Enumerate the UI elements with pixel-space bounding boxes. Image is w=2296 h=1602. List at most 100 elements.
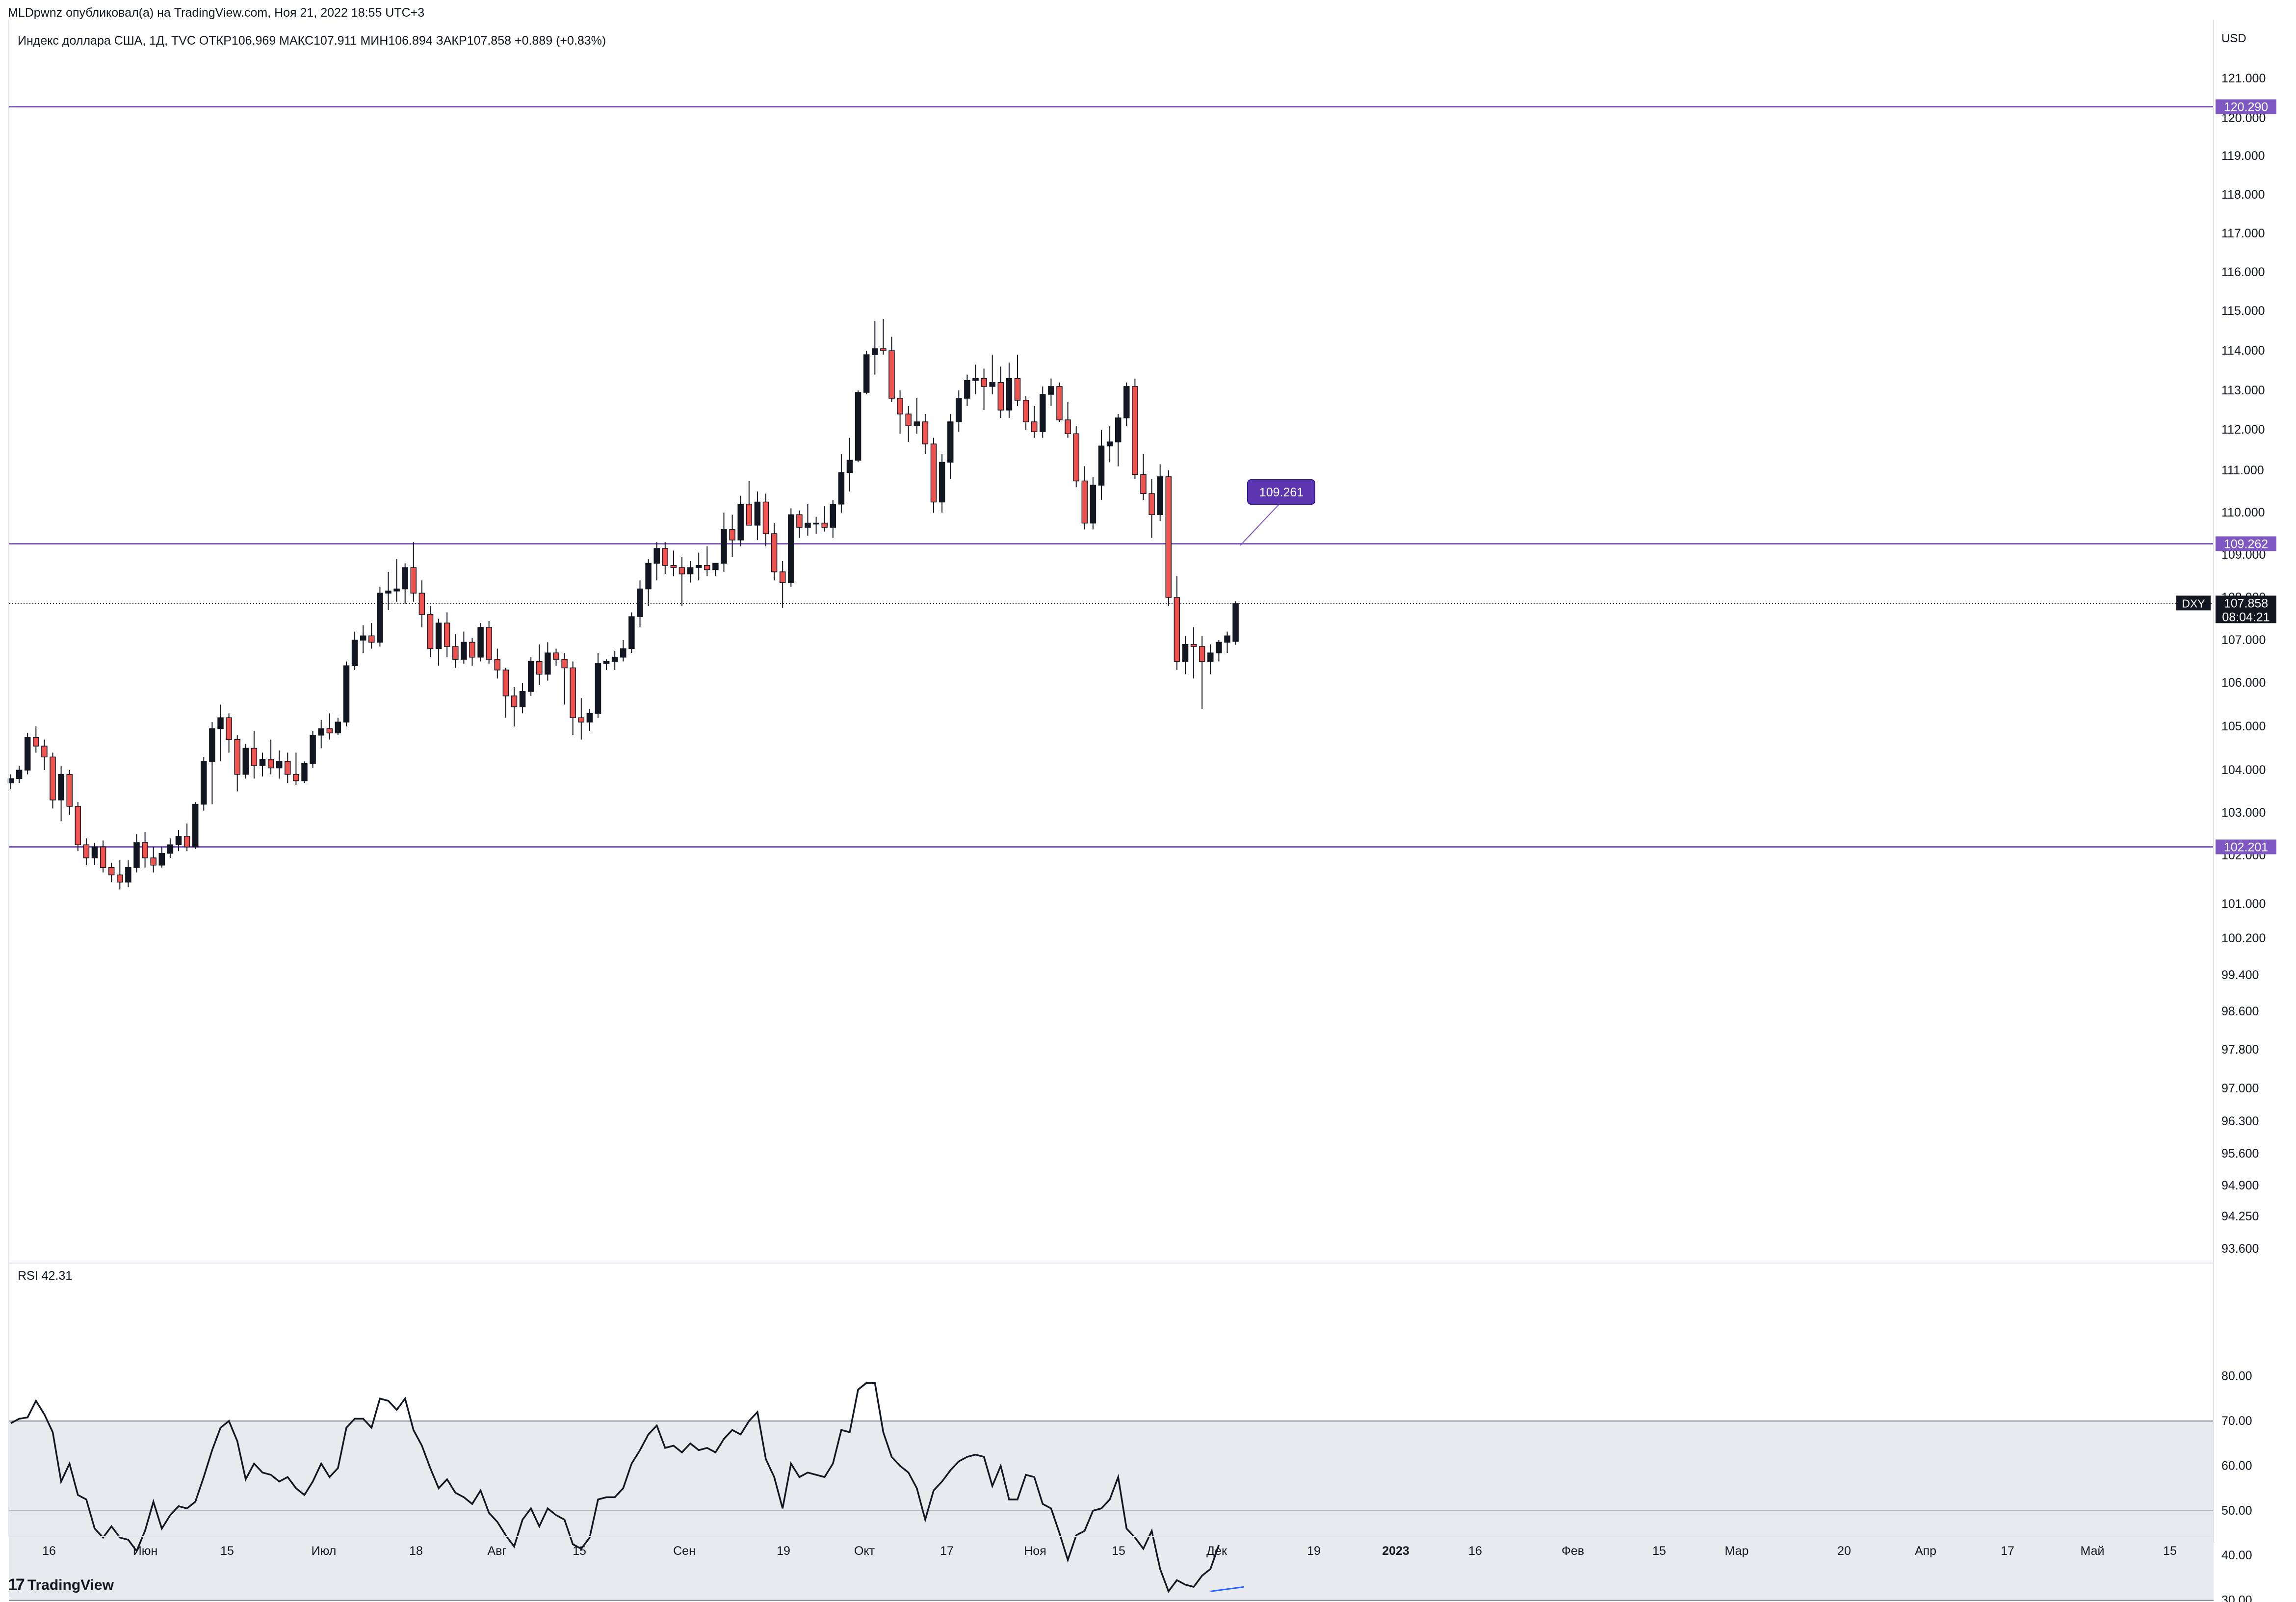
candle-body <box>813 522 819 525</box>
candle-body <box>133 842 140 868</box>
candle-body <box>117 874 123 883</box>
candle-body <box>435 622 442 649</box>
callout-box <box>1247 479 1315 505</box>
price-tick-label: 101.000 <box>2221 897 2266 911</box>
time-tick-label: 2023 <box>1382 1544 1409 1558</box>
candle-body <box>561 659 568 669</box>
rsi-tick-label: 40.00 <box>2221 1549 2252 1562</box>
candle-body <box>653 548 660 564</box>
price-tick-label: 93.600 <box>2221 1242 2259 1256</box>
price-tick-label: 104.000 <box>2221 763 2266 777</box>
price-tick-label: 115.000 <box>2221 304 2265 318</box>
time-tick-label: 16 <box>1468 1544 1482 1558</box>
candle-body <box>494 659 501 671</box>
candle-body <box>267 759 274 769</box>
candle-body <box>1207 652 1214 662</box>
candle-body <box>570 667 576 718</box>
time-tick-label: 15 <box>220 1544 234 1558</box>
candle-body <box>536 661 543 675</box>
price-tick-label: 99.400 <box>2221 968 2259 982</box>
price-tick-label: 94.250 <box>2221 1210 2259 1223</box>
candle-body <box>461 642 467 660</box>
candle-body <box>1182 644 1189 662</box>
candle-body <box>351 640 358 666</box>
tradingview-logo-text: TradingView <box>27 1576 114 1593</box>
candle-body <box>469 642 475 658</box>
price-tick-label: 94.900 <box>2221 1179 2259 1192</box>
time-tick-label: Июн <box>133 1544 158 1558</box>
candle-body <box>628 616 635 649</box>
candle-body <box>737 504 744 541</box>
candle-body <box>1014 378 1021 401</box>
candle-body <box>645 563 652 590</box>
candle-body <box>486 627 492 660</box>
candle-body <box>158 853 165 866</box>
candle-body <box>863 354 870 393</box>
rsi-tick-label: 50.00 <box>2221 1504 2252 1518</box>
candle-body <box>905 413 912 426</box>
candle-body <box>285 761 291 775</box>
candle-body <box>762 501 769 534</box>
time-tick-label: Июл <box>312 1544 337 1558</box>
level-price-tag <box>2216 839 2276 854</box>
candle-body <box>201 761 207 805</box>
candle-body <box>226 717 232 740</box>
level-price-tag <box>2216 99 2276 114</box>
candle-body <box>981 378 987 387</box>
price-tick-label: 95.600 <box>2221 1147 2259 1161</box>
candle-body <box>326 728 333 734</box>
candle-body <box>418 593 425 615</box>
rsi-label[interactable]: RSI 42.31 <box>18 1269 73 1283</box>
candle-body <box>788 514 794 583</box>
candle-body <box>1106 441 1113 446</box>
time-tick-label: Авг <box>487 1544 506 1558</box>
candle-body <box>310 735 316 764</box>
candle-body <box>855 392 861 461</box>
candle-body <box>1190 644 1197 647</box>
candle-body <box>343 665 350 723</box>
candle-body <box>754 501 761 526</box>
candle-body <box>519 691 526 707</box>
candle-body <box>712 563 719 570</box>
time-tick-label: 15 <box>1652 1544 1666 1558</box>
time-tick-label: Дек <box>1206 1544 1227 1558</box>
candle-body <box>1098 445 1105 486</box>
candle-body <box>24 737 31 771</box>
price-tick-label: 97.000 <box>2221 1082 2259 1095</box>
candle-body <box>1157 476 1163 516</box>
candle-body <box>1165 476 1172 598</box>
candle-body <box>830 504 836 528</box>
price-tick-label: 117.000 <box>2221 227 2265 240</box>
candle-body <box>242 748 249 775</box>
candle-body <box>956 398 962 422</box>
time-tick-label: 19 <box>777 1544 790 1558</box>
candle-body <box>108 867 115 876</box>
price-pane[interactable] <box>7 106 2214 890</box>
candle-body <box>527 661 534 692</box>
candle-body <box>66 774 73 807</box>
tradingview-logo[interactable]: 17 TradingView <box>8 1576 114 1595</box>
candle-body <box>880 348 887 351</box>
candle-body <box>83 844 90 858</box>
rsi-pane[interactable] <box>9 1382 2214 1601</box>
candle-body <box>838 472 845 505</box>
price-tick-label: 105.000 <box>2221 720 2266 733</box>
symbol-ohlc-line[interactable]: Индекс доллара США, 1Д, TVC ОТКР106.969 … <box>18 34 606 48</box>
price-tick-label: 107.000 <box>2221 633 2266 647</box>
countdown-label: 08:04:21 <box>2222 610 2270 624</box>
time-tick-label: Окт <box>854 1544 875 1558</box>
candle-body <box>183 836 190 848</box>
candle-body <box>209 728 215 762</box>
candle-body <box>611 657 618 662</box>
candle-body <box>821 522 828 528</box>
candle-body <box>872 348 878 355</box>
rsi-divergence-line <box>1210 1586 1244 1592</box>
time-tick-label: Мар <box>1725 1544 1749 1558</box>
symbol-tag <box>2176 595 2211 611</box>
candle-body <box>234 739 240 775</box>
candle-body <box>678 567 685 574</box>
candle-body <box>1022 400 1029 422</box>
candle-body <box>502 670 509 697</box>
candle-body <box>1123 386 1130 418</box>
level-price-label: 109.262 <box>2224 537 2268 551</box>
